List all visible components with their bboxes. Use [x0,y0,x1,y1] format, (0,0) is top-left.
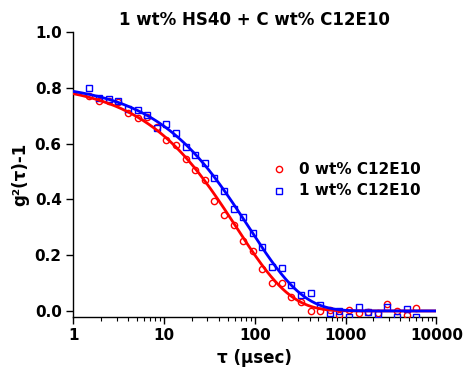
1 wt% C12E10 [384,305,390,309]
1 wt% C12E10 [317,303,323,308]
1 wt% C12E10 [221,189,227,194]
0 wt% C12E10 [375,311,381,315]
1 wt% C12E10 [173,131,179,136]
1 wt% C12E10 [116,99,121,103]
1 wt% C12E10 [375,311,381,316]
1 wt% C12E10 [231,207,237,212]
0 wt% C12E10 [413,306,419,310]
0 wt% C12E10 [182,156,188,161]
Y-axis label: g²(τ)-1: g²(τ)-1 [11,143,29,206]
1 wt% C12E10 [192,152,198,157]
1 wt% C12E10 [125,107,131,111]
0 wt% C12E10 [192,168,198,172]
1 wt% C12E10 [269,265,275,270]
1 wt% C12E10 [87,86,92,91]
0 wt% C12E10 [317,308,323,313]
Line: 1 wt% C12E10: 1 wt% C12E10 [86,85,419,320]
0 wt% C12E10 [231,223,237,227]
1 wt% C12E10 [337,309,342,313]
X-axis label: τ (μsec): τ (μsec) [218,349,292,367]
1 wt% C12E10 [240,214,246,219]
1 wt% C12E10 [164,122,169,127]
0 wt% C12E10 [394,309,400,313]
1 wt% C12E10 [154,125,160,130]
0 wt% C12E10 [289,295,294,299]
1 wt% C12E10 [106,97,111,101]
0 wt% C12E10 [221,212,227,217]
0 wt% C12E10 [154,125,160,130]
1 wt% C12E10 [279,266,284,271]
0 wt% C12E10 [211,199,217,203]
1 wt% C12E10 [404,307,410,311]
0 wt% C12E10 [106,99,111,104]
0 wt% C12E10 [279,280,284,285]
0 wt% C12E10 [346,307,352,312]
0 wt% C12E10 [135,116,140,120]
1 wt% C12E10 [394,314,400,319]
0 wt% C12E10 [164,138,169,142]
0 wt% C12E10 [327,307,333,312]
1 wt% C12E10 [96,96,102,101]
0 wt% C12E10 [125,110,131,115]
1 wt% C12E10 [135,108,140,113]
1 wt% C12E10 [144,113,150,118]
1 wt% C12E10 [250,231,255,235]
1 wt% C12E10 [298,293,304,298]
1 wt% C12E10 [202,161,208,166]
1 wt% C12E10 [289,282,294,287]
0 wt% C12E10 [356,311,362,315]
0 wt% C12E10 [337,313,342,317]
1 wt% C12E10 [327,311,333,316]
Line: 0 wt% C12E10: 0 wt% C12E10 [86,93,419,318]
0 wt% C12E10 [404,313,410,317]
1 wt% C12E10 [413,314,419,319]
Title: 1 wt% HS40 + C wt% C12E10: 1 wt% HS40 + C wt% C12E10 [119,11,391,29]
0 wt% C12E10 [384,302,390,307]
1 wt% C12E10 [308,291,313,296]
0 wt% C12E10 [365,310,371,314]
0 wt% C12E10 [250,249,255,253]
0 wt% C12E10 [269,280,275,285]
0 wt% C12E10 [260,266,265,271]
0 wt% C12E10 [144,115,150,120]
1 wt% C12E10 [365,310,371,315]
1 wt% C12E10 [356,305,362,309]
0 wt% C12E10 [298,300,304,304]
0 wt% C12E10 [96,98,102,103]
Legend: 0 wt% C12E10, 1 wt% C12E10: 0 wt% C12E10, 1 wt% C12E10 [265,156,426,204]
1 wt% C12E10 [260,245,265,249]
1 wt% C12E10 [346,314,352,319]
0 wt% C12E10 [202,178,208,182]
0 wt% C12E10 [116,99,121,104]
1 wt% C12E10 [211,176,217,180]
0 wt% C12E10 [87,93,92,98]
0 wt% C12E10 [308,309,313,314]
1 wt% C12E10 [182,144,188,149]
0 wt% C12E10 [240,239,246,244]
0 wt% C12E10 [173,143,179,147]
